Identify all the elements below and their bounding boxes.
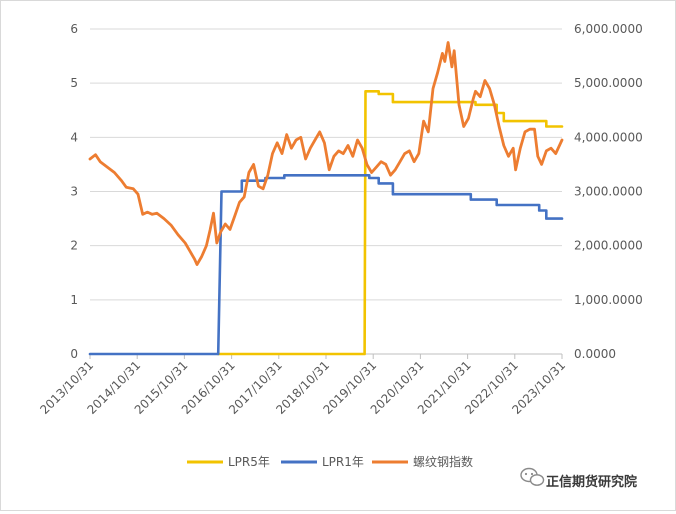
y-left-tick-label: 6	[70, 22, 78, 36]
y-right-tick-label: 0.0000	[574, 347, 616, 361]
gridlines	[90, 28, 562, 355]
y-axis-right: 0.0000 1,000.0000 2,000.0000 3,000.0000 4,00…	[574, 22, 643, 361]
y-right-tick-label: 1,000.0000	[574, 293, 643, 307]
series-line-3	[88, 41, 564, 267]
x-axis: 2013/10/312014/10/312015/10/312016/10/31…	[37, 353, 568, 417]
y-left-tick-label: 5	[70, 76, 78, 90]
legend-label: LPR1年	[322, 455, 364, 469]
y-left-tick-label: 0	[70, 347, 78, 361]
series-group	[88, 41, 564, 356]
legend-label: LPR5年	[228, 455, 270, 469]
y-left-tick-label: 4	[70, 130, 78, 144]
watermark-text: 正信期货研究院	[546, 474, 637, 490]
y-right-tick-label: 6,000.0000	[574, 22, 643, 36]
legend-label: 螺纹钢指数	[413, 454, 473, 469]
y-right-tick-label: 5,000.0000	[574, 76, 643, 90]
series-line-2	[88, 174, 564, 356]
y-axis-left: 0 1 2 3 4 5 6	[70, 22, 78, 361]
wechat-icon	[520, 467, 545, 486]
y-right-tick-label: 3,000.0000	[574, 185, 643, 199]
series-line-1	[216, 90, 564, 356]
y-left-tick-label: 1	[70, 293, 78, 307]
y-right-tick-label: 2,000.0000	[574, 239, 643, 253]
y-left-tick-label: 2	[70, 239, 78, 253]
y-right-tick-label: 4,000.0000	[574, 130, 643, 144]
legend: LPR5年 LPR1年 螺纹钢指数	[187, 454, 473, 469]
watermark: 正信期货研究院	[520, 467, 637, 490]
y-left-tick-label: 3	[70, 185, 78, 199]
